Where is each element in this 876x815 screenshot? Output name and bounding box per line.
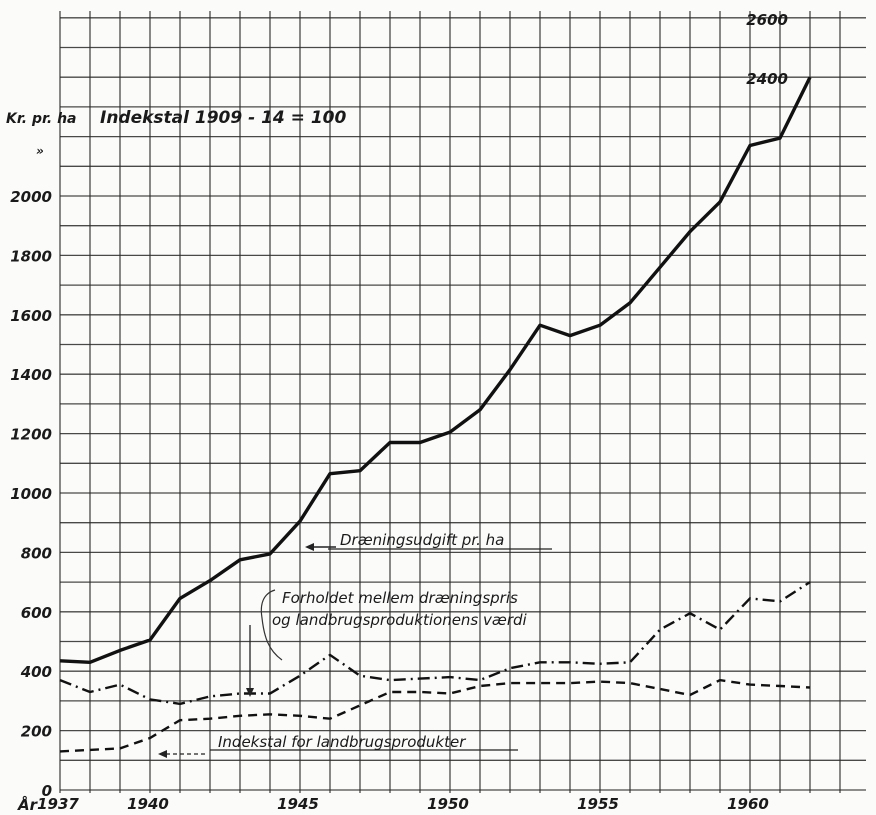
series-lines <box>59 76 812 753</box>
y-tick-label: 0 <box>42 782 52 800</box>
series-label-ratio-bracket <box>260 589 283 661</box>
series-label-ratio-line2: og landbrugsproduktionens værdi <box>272 611 528 629</box>
y-tick-label: 400 <box>20 663 52 681</box>
x-tick-labels: 1937 1940 1945 1950 1955 1960 <box>37 795 769 813</box>
series-label-index-text: Indekstal for landbrugsprodukter <box>218 733 466 751</box>
series-label-ratio: Forholdet mellem dræningspris og landbru… <box>246 589 528 697</box>
x-tick-label: 1960 <box>727 795 769 813</box>
y-tick-label: 1600 <box>10 307 52 325</box>
y-tick-label: 1000 <box>10 485 52 503</box>
series-label-drain: Dræningsudgift pr. ha <box>305 531 552 551</box>
chart-title: Indekstal 1909 - 14 = 100 <box>100 108 346 128</box>
series-line-ratio <box>59 581 811 706</box>
series-label-drain-text: Dræningsudgift pr. ha <box>340 531 504 549</box>
y-tick-label: 2000 <box>10 188 52 206</box>
series-label-index-arrowhead <box>158 750 167 758</box>
series-label-index: Indekstal for landbrugsprodukter <box>158 733 518 758</box>
series-label-drain-arrowhead <box>305 543 314 551</box>
x-tick-label: 1945 <box>277 795 319 813</box>
y-axis-label-ditto: » <box>36 144 44 158</box>
y-tick-label-right: 2600 <box>746 11 788 29</box>
y-tick-label-right: 2400 <box>746 70 788 88</box>
x-tick-label: 1940 <box>127 795 169 813</box>
series-label-ratio-line1: Forholdet mellem dræningspris <box>282 589 518 607</box>
y-tick-label: 1400 <box>10 366 52 384</box>
y-tick-label: 200 <box>21 723 52 741</box>
x-tick-label: 1937 <box>37 795 79 813</box>
y-tick-label: 800 <box>21 544 52 562</box>
series-label-ratio-arrowhead <box>246 688 254 697</box>
y-axis-label: Kr. pr. ha <box>6 111 77 127</box>
y-tick-label: 1200 <box>10 426 52 444</box>
y-tick-labels: 0 200 400 600 800 1000 1200 1400 1600 1800 2000 240… <box>10 11 788 800</box>
x-tick-label: 1955 <box>577 795 619 813</box>
x-axis-label: År <box>17 795 39 814</box>
x-tick-label: 1950 <box>427 795 469 813</box>
y-tick-label: 1800 <box>10 247 52 265</box>
y-tick-label: 600 <box>21 604 52 622</box>
series-line-drainage-cost <box>59 76 812 664</box>
grid-lines <box>59 11 866 793</box>
